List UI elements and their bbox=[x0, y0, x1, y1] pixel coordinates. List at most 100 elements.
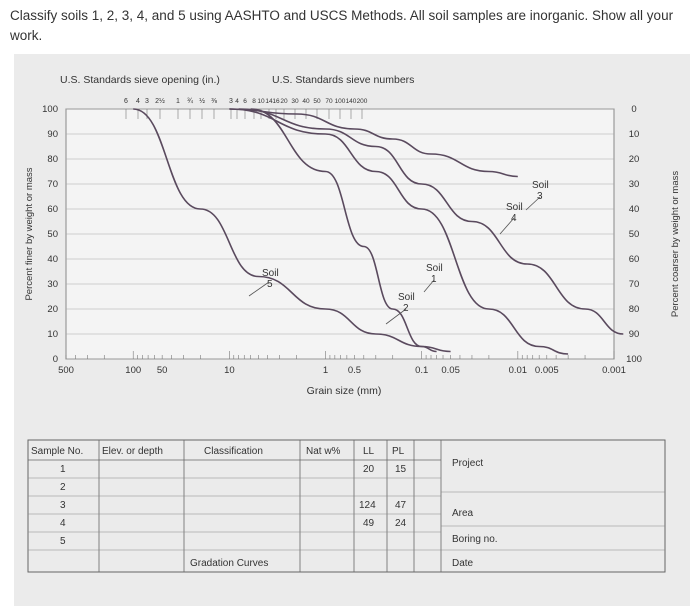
y-left-tick-label: 100 bbox=[42, 104, 58, 115]
y-right-tick-label: 100 bbox=[626, 354, 642, 365]
inch-sieve-label: ½ bbox=[199, 97, 205, 105]
y-left-tick-label: 0 bbox=[53, 354, 58, 365]
y-right-tick-label: 10 bbox=[629, 129, 640, 140]
soil-label-num: 1 bbox=[431, 274, 437, 285]
table-footer: Gradation Curves bbox=[190, 558, 268, 569]
leader-line bbox=[385, 308, 407, 325]
header-pl: PL bbox=[392, 446, 405, 457]
header-sample-no: Sample No. bbox=[31, 446, 83, 457]
leader-line bbox=[248, 281, 270, 297]
row-sample: 4 bbox=[60, 518, 66, 529]
y-left-tick-label: 70 bbox=[47, 179, 58, 190]
inch-sieve-label: 3 bbox=[145, 98, 149, 105]
header-classification: Classification bbox=[204, 446, 263, 457]
row-ll: 49 bbox=[363, 518, 375, 529]
y-right-tick-label: 80 bbox=[629, 304, 640, 315]
number-sieve-label: 100 bbox=[335, 98, 346, 105]
y-right-tick-label: 20 bbox=[629, 154, 640, 165]
row-sample: 5 bbox=[60, 536, 66, 547]
inch-sieve-label: 6 bbox=[124, 98, 128, 105]
inch-sieve-label: 3 bbox=[229, 98, 233, 105]
soil-label-2: Soil 2 bbox=[398, 292, 415, 314]
inch-sieve-label: 2½ bbox=[155, 97, 165, 105]
x-tick-label: 0.005 bbox=[535, 365, 559, 376]
soil-label-name: Soil bbox=[426, 263, 443, 274]
y-left-tick-label: 30 bbox=[47, 279, 58, 290]
soil-label-3: Soil 3 bbox=[532, 180, 549, 202]
table-row: 5 bbox=[60, 536, 66, 547]
row-sample: 2 bbox=[60, 482, 66, 493]
y-right-tick-label: 40 bbox=[629, 204, 640, 215]
number-sieve-label: 10 bbox=[257, 98, 265, 105]
date-label: Date bbox=[452, 558, 474, 569]
x-tick-label: 0.5 bbox=[348, 365, 361, 376]
soil-label-num: 3 bbox=[537, 191, 543, 202]
y-right-tick-label: 60 bbox=[629, 254, 640, 265]
number-sieve-label: 40 bbox=[302, 98, 310, 105]
table-row: 3 124 47 bbox=[60, 500, 407, 511]
area-label: Area bbox=[452, 508, 474, 519]
number-sieve-label: 50 bbox=[313, 98, 321, 105]
top-label-inch: U.S. Standards sieve opening (in.) bbox=[60, 74, 220, 86]
y-right-tick-label: 50 bbox=[629, 229, 640, 240]
x-tick-label: 0.01 bbox=[509, 365, 528, 376]
inch-sieve-label: 1 bbox=[176, 98, 180, 105]
gradation-sheet: 0 10 20 30 40 50 60 70 80 90 100 100 90 80 70 60 50 40 30… bbox=[14, 54, 690, 606]
question-text: Classify soils 1, 2, 3, 4, and 5 using A… bbox=[10, 8, 674, 43]
table-row: 4 49 24 bbox=[60, 518, 407, 529]
row-ll: 20 bbox=[363, 464, 375, 475]
x-tick-label: 100 bbox=[125, 365, 141, 376]
inch-sieve-label: ⅜ bbox=[211, 98, 217, 105]
x-tick-label: 0.001 bbox=[602, 365, 626, 376]
number-sieve-label: 4 bbox=[235, 98, 239, 105]
curve-soil-5 bbox=[133, 108, 451, 353]
table-row: 1 20 15 bbox=[60, 464, 407, 475]
curve-soil-3 bbox=[229, 108, 518, 178]
y-right-tick-label: 30 bbox=[629, 179, 640, 190]
soil-label-name: Soil bbox=[506, 202, 523, 213]
x-axis-label: Grain size (mm) bbox=[307, 385, 382, 397]
header-elevation: Elev. or depth bbox=[102, 446, 163, 457]
curve-soil-1 bbox=[229, 108, 569, 355]
y-left-ticks: 0 10 20 30 40 50 60 70 80 90 100 bbox=[42, 104, 58, 365]
row-ll: 124 bbox=[359, 500, 376, 511]
project-label: Project bbox=[452, 458, 483, 469]
leader-line bbox=[525, 196, 541, 211]
row-pl: 15 bbox=[395, 464, 407, 475]
header-ll: LL bbox=[363, 446, 375, 457]
y-left-tick-label: 20 bbox=[47, 304, 58, 315]
data-table: Sample No. Elev. or depth Classification… bbox=[27, 439, 666, 573]
number-sieve-label: 20 bbox=[280, 98, 288, 105]
row-pl: 24 bbox=[395, 518, 407, 529]
y-right-label: Percent coarser by weight or mass bbox=[670, 171, 681, 318]
y-left-label: Percent finer by weight or mass bbox=[24, 167, 35, 300]
soil-label-num: 2 bbox=[403, 303, 409, 314]
x-tick-label: 500 bbox=[58, 365, 74, 376]
number-sieve-label: 200 bbox=[357, 98, 368, 105]
x-tick-label: 0.1 bbox=[415, 365, 428, 376]
y-left-tick-label: 10 bbox=[47, 329, 58, 340]
y-right-tick-label: 70 bbox=[629, 279, 640, 290]
soil-label-name: Soil bbox=[398, 292, 415, 303]
y-left-tick-label: 40 bbox=[47, 254, 58, 265]
leader-line bbox=[499, 217, 515, 235]
gradation-curves bbox=[133, 108, 624, 355]
y-left-tick-label: 50 bbox=[47, 229, 58, 240]
table-border bbox=[27, 439, 666, 573]
table-row: 2 bbox=[60, 482, 66, 493]
y-right-tick-label: 90 bbox=[629, 329, 640, 340]
inch-sieve-label: 4 bbox=[136, 98, 140, 105]
number-sieve-label: 8 bbox=[252, 98, 256, 105]
row-sample: 1 bbox=[60, 464, 66, 475]
x-tick-label: 1 bbox=[323, 365, 328, 376]
y-right-tick-label: 0 bbox=[631, 104, 636, 115]
soil-label-1: Soil 1 bbox=[426, 263, 443, 285]
number-sieve-label: 14 bbox=[265, 98, 273, 105]
soil-label-name: Soil bbox=[532, 180, 549, 191]
leader-line bbox=[423, 279, 435, 293]
number-sieve-label: 140 bbox=[346, 98, 357, 105]
y-left-tick-label: 80 bbox=[47, 154, 58, 165]
soil-label-5: Soil 5 bbox=[262, 268, 279, 290]
inch-sieve-label: ¾ bbox=[187, 98, 193, 105]
